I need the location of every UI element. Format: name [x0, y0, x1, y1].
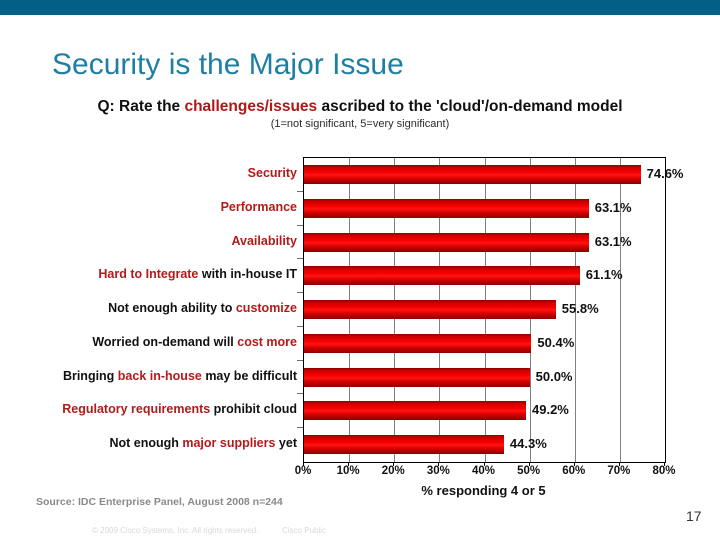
x-axis-tick-label: 0%: [294, 465, 312, 477]
scale-note: (1=not significant, 5=very significant): [270, 118, 450, 130]
bar-value-label: 74.6%: [646, 166, 684, 181]
x-axis-tick-label: 60%: [562, 465, 586, 477]
bar-value-label: 61.1%: [585, 267, 623, 283]
y-axis-tick: [297, 224, 303, 226]
gridline: [574, 158, 576, 462]
category-label: Hard to Integrate with in-house IT: [0, 265, 297, 284]
x-axis-tick-label: 40%: [471, 465, 496, 477]
bar: [304, 198, 589, 218]
bar-value-label: 50.4%: [537, 334, 575, 350]
bar: [304, 232, 589, 252]
x-axis-tick-label: 20%: [381, 465, 405, 477]
category-label: Bringing back in-house may be difficult: [0, 367, 297, 386]
bar-row: [304, 226, 665, 260]
question-heading: Q: Rate the challenges/issues ascribed t…: [0, 98, 720, 116]
question-prefix: Q: Rate the: [97, 98, 185, 115]
y-axis-tick: [297, 427, 303, 429]
x-axis-tick-label: 70%: [607, 465, 631, 477]
category-label-part: prohibit cloud: [210, 402, 297, 417]
category-label-part: Not enough: [109, 436, 183, 451]
bar: [304, 266, 580, 286]
bar-chart: Security Performance Availability Hard to I…: [0, 146, 720, 498]
category-label-part: Performance: [220, 199, 297, 214]
category-label-part: Not enough ability to: [108, 301, 236, 316]
category-label: Not enough major suppliers yet: [0, 434, 297, 453]
question-highlight: challenges/issues: [184, 98, 318, 115]
bar-value-label: 50.0%: [535, 368, 573, 384]
gridline: [619, 158, 621, 462]
y-axis-tick: [297, 292, 303, 294]
x-axis-tick: [393, 462, 395, 466]
category-label-part: Regulatory requirements: [62, 402, 211, 417]
x-axis-tick: [303, 462, 304, 466]
bar-row: [304, 394, 665, 428]
footer-copyright: © 2009 Cisco Systems, Inc. All rights re…: [92, 526, 259, 535]
x-axis-tick: [618, 462, 620, 466]
source-note: Source: IDC Enterprise Panel, August 200…: [36, 496, 283, 508]
x-axis-tick: [664, 462, 665, 466]
category-label-part: customize: [235, 301, 297, 316]
category-label-part: cost more: [237, 334, 297, 349]
x-axis-tick-label: 50%: [517, 465, 541, 477]
y-axis-tick: [297, 393, 303, 395]
category-label-part: back in-house: [117, 368, 202, 383]
bar: [304, 401, 526, 421]
category-label-part: Hard to Integrate: [98, 267, 199, 282]
category-label-part: Bringing: [62, 368, 118, 383]
y-axis-tick: [297, 325, 303, 327]
x-axis-tick-label: 30%: [426, 465, 450, 477]
y-axis-tick: [297, 359, 303, 361]
category-label: Not enough ability to customize: [0, 299, 297, 318]
page-number: 17: [686, 508, 702, 524]
bar-row: [304, 259, 665, 293]
bar: [304, 367, 530, 387]
y-axis-tick: [297, 258, 303, 260]
bar-row: [304, 327, 665, 361]
category-label-part: yet: [275, 436, 297, 451]
bar-value-label: 44.3%: [509, 436, 547, 452]
category-label: Performance: [0, 198, 297, 217]
x-axis-title: % responding 4 or 5: [421, 483, 546, 498]
bar-row: [304, 158, 665, 192]
x-axis-tick: [438, 462, 440, 466]
bar: [304, 435, 504, 455]
plot-area: [303, 157, 666, 463]
bar: [304, 165, 641, 184]
category-label: Security: [0, 164, 297, 183]
bar: [304, 333, 532, 353]
bar-value-label: 49.2%: [532, 402, 569, 418]
x-axis-tick: [483, 462, 485, 466]
category-label-part: Availability: [231, 233, 297, 248]
category-label: Regulatory requirements prohibit cloud: [0, 400, 297, 419]
category-label-part: Security: [247, 166, 297, 180]
x-axis-tick-label: 10%: [336, 465, 360, 477]
category-label-part: major suppliers: [182, 436, 276, 451]
footer-classification: Cisco Public: [282, 526, 327, 535]
x-axis-tick: [528, 462, 530, 466]
category-label-part: may be difficult: [201, 368, 297, 383]
x-axis-tick: [573, 462, 575, 466]
page-title: Security is the Major Issue: [52, 48, 404, 81]
bar-row: [304, 293, 665, 327]
bar-row: [304, 192, 665, 226]
bar: [304, 300, 556, 320]
category-label: Availability: [0, 232, 297, 251]
bar-row: [304, 428, 665, 462]
bar-value-label: 55.8%: [561, 301, 599, 317]
category-label-part: Worried on-demand will: [92, 334, 238, 349]
category-label-part: with in-house IT: [198, 267, 297, 282]
question-suffix: ascribed to the 'cloud'/on-demand model: [317, 98, 623, 115]
y-axis-tick: [297, 190, 303, 192]
bar-value-label: 63.1%: [594, 199, 632, 215]
x-axis-tick-label: 80%: [652, 465, 676, 477]
bar-row: [304, 361, 665, 395]
category-label: Worried on-demand will cost more: [0, 333, 297, 352]
slide-top-banner: [0, 0, 720, 15]
x-axis-tick: [348, 462, 350, 466]
bar-value-label: 63.1%: [594, 233, 632, 249]
